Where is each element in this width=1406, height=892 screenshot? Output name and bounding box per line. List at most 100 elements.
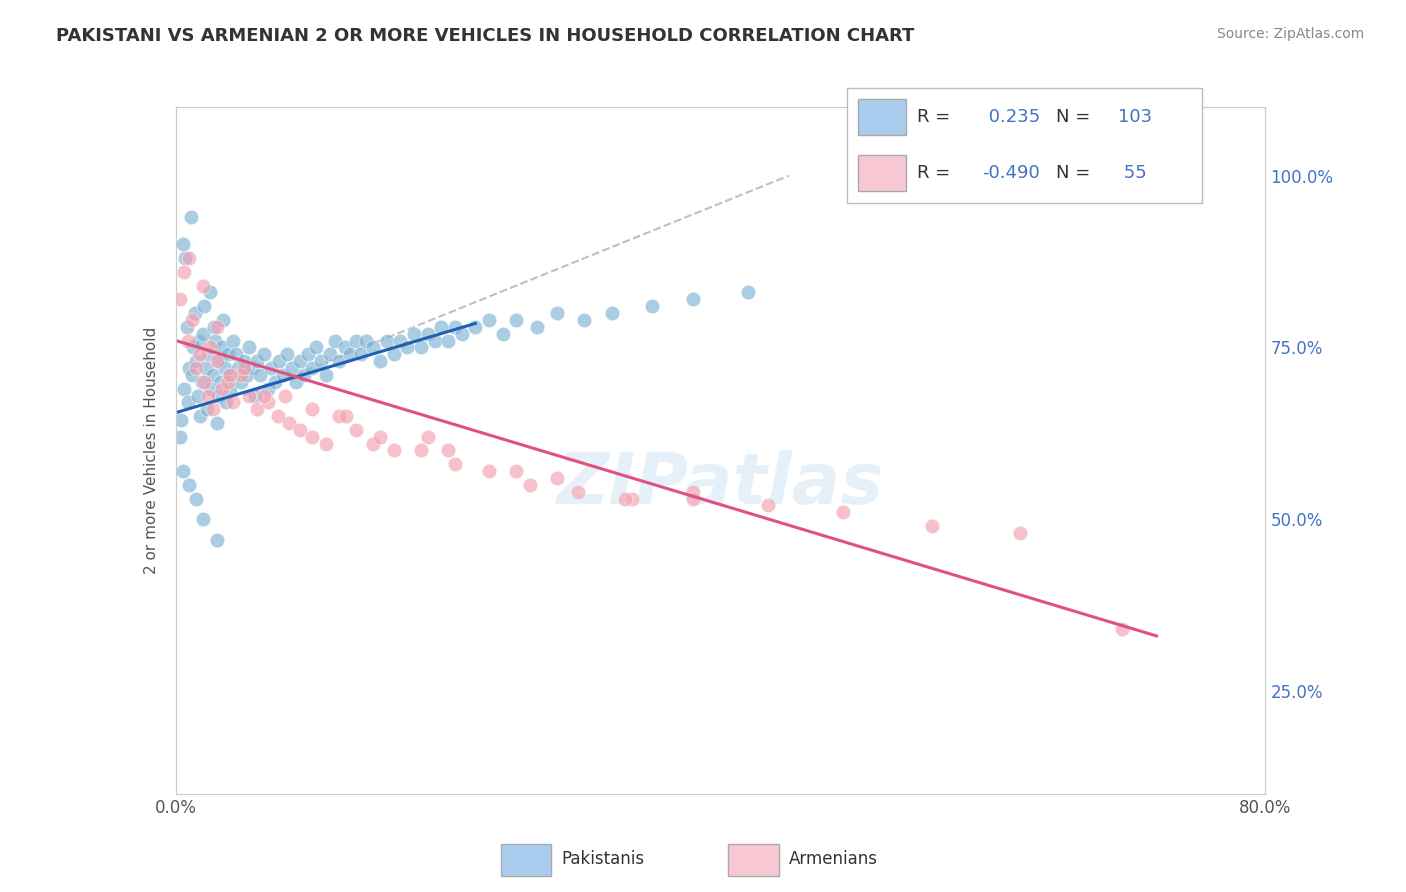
- Point: [600, 306, 623, 320]
- Bar: [501, 844, 551, 876]
- Text: N =: N =: [1056, 163, 1095, 182]
- Point: [238, 340, 260, 354]
- Point: [186, 361, 208, 376]
- Point: [201, 368, 224, 382]
- Point: [464, 319, 486, 334]
- Text: 55: 55: [1118, 163, 1146, 182]
- Point: [505, 313, 527, 327]
- Point: [193, 299, 215, 313]
- Point: [288, 354, 311, 368]
- Point: [492, 326, 515, 341]
- Point: [205, 354, 228, 368]
- Text: ZIPatlas: ZIPatlas: [557, 450, 884, 519]
- Point: [253, 347, 276, 361]
- Point: [368, 430, 391, 444]
- Point: [180, 210, 202, 224]
- Point: [187, 334, 209, 348]
- Point: [344, 423, 367, 437]
- Point: [437, 443, 460, 458]
- Point: [211, 382, 233, 396]
- Point: [183, 340, 205, 354]
- Point: [315, 368, 337, 382]
- Point: [682, 484, 704, 499]
- Point: [257, 382, 280, 396]
- Point: [416, 326, 439, 341]
- Point: [235, 368, 257, 382]
- Point: [574, 313, 596, 327]
- Point: [389, 334, 412, 348]
- Point: [301, 361, 323, 376]
- Point: [344, 334, 367, 348]
- Point: [305, 340, 328, 354]
- Point: [614, 491, 637, 506]
- Point: [276, 347, 298, 361]
- Point: [292, 368, 315, 382]
- Point: [181, 313, 204, 327]
- Text: -0.490: -0.490: [983, 163, 1040, 182]
- Point: [190, 375, 212, 389]
- Point: [201, 402, 224, 417]
- Point: [186, 491, 208, 506]
- Point: [396, 340, 419, 354]
- Text: Armenians: Armenians: [789, 849, 879, 868]
- Point: [173, 265, 195, 279]
- Point: [209, 375, 232, 389]
- Point: [288, 423, 311, 437]
- Point: [311, 354, 333, 368]
- Point: [200, 382, 222, 396]
- Point: [382, 347, 405, 361]
- Point: [339, 347, 361, 361]
- Text: Pakistanis: Pakistanis: [561, 849, 644, 868]
- Point: [240, 361, 263, 376]
- Point: [177, 395, 200, 409]
- Point: [173, 382, 195, 396]
- Point: [181, 368, 204, 382]
- Point: [212, 313, 235, 327]
- Point: [184, 306, 207, 320]
- Point: [682, 491, 704, 506]
- Text: 103: 103: [1118, 108, 1152, 127]
- Point: [478, 313, 501, 327]
- Point: [921, 519, 943, 533]
- Point: [382, 443, 405, 458]
- Point: [404, 326, 426, 341]
- Point: [423, 334, 446, 348]
- Point: [188, 347, 211, 361]
- Point: [172, 464, 194, 478]
- Text: R =: R =: [917, 163, 956, 182]
- Point: [177, 334, 200, 348]
- Point: [257, 395, 280, 409]
- Point: [409, 443, 432, 458]
- Point: [191, 278, 214, 293]
- Point: [318, 347, 340, 361]
- Point: [170, 412, 193, 426]
- Point: [194, 361, 217, 376]
- Point: [222, 395, 245, 409]
- Point: [243, 388, 266, 402]
- Bar: [728, 844, 779, 876]
- Point: [215, 395, 238, 409]
- Point: [179, 251, 201, 265]
- Point: [253, 388, 276, 402]
- Point: [219, 368, 242, 382]
- Point: [356, 334, 378, 348]
- Point: [202, 319, 225, 334]
- Point: [205, 533, 228, 547]
- Point: [169, 293, 191, 307]
- Point: [232, 361, 254, 376]
- Point: [269, 354, 291, 368]
- Point: [277, 416, 299, 430]
- Point: [621, 491, 644, 506]
- Point: [231, 368, 253, 382]
- Point: [437, 334, 460, 348]
- Point: [195, 402, 218, 417]
- Point: [361, 340, 384, 354]
- Point: [519, 478, 541, 492]
- Point: [217, 347, 239, 361]
- Point: [208, 354, 231, 368]
- Point: [478, 464, 501, 478]
- Point: [375, 334, 398, 348]
- Point: [505, 464, 527, 478]
- Point: [567, 484, 589, 499]
- Point: [1010, 525, 1032, 540]
